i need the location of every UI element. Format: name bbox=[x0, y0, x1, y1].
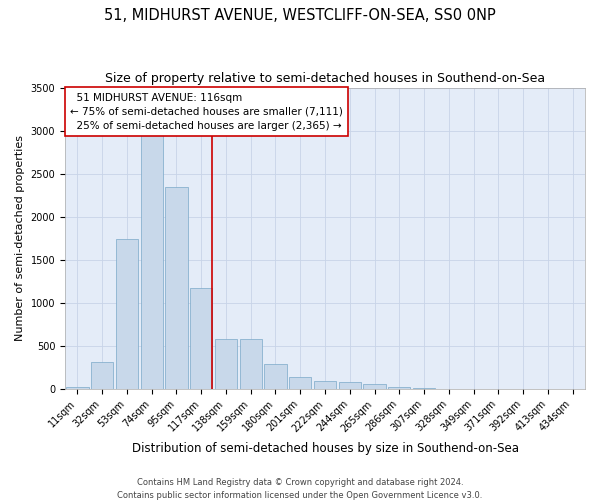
Title: Size of property relative to semi-detached houses in Southend-on-Sea: Size of property relative to semi-detach… bbox=[105, 72, 545, 86]
Text: Contains HM Land Registry data © Crown copyright and database right 2024.
Contai: Contains HM Land Registry data © Crown c… bbox=[118, 478, 482, 500]
Bar bbox=[91, 362, 113, 389]
Bar bbox=[140, 131, 163, 389]
Y-axis label: Number of semi-detached properties: Number of semi-detached properties bbox=[15, 136, 25, 342]
Bar bbox=[166, 187, 188, 389]
Bar bbox=[116, 240, 138, 389]
Bar bbox=[338, 382, 361, 389]
Text: 51, MIDHURST AVENUE, WESTCLIFF-ON-SEA, SS0 0NP: 51, MIDHURST AVENUE, WESTCLIFF-ON-SEA, S… bbox=[104, 8, 496, 22]
Bar bbox=[413, 388, 435, 389]
Bar bbox=[215, 339, 237, 389]
Bar bbox=[190, 288, 212, 389]
Bar bbox=[265, 364, 287, 389]
Bar bbox=[289, 377, 311, 389]
Text: 51 MIDHURST AVENUE: 116sqm
← 75% of semi-detached houses are smaller (7,111)
  2: 51 MIDHURST AVENUE: 116sqm ← 75% of semi… bbox=[70, 92, 343, 130]
Bar bbox=[314, 381, 336, 389]
Bar bbox=[239, 339, 262, 389]
Bar bbox=[66, 387, 89, 389]
Bar bbox=[364, 384, 386, 389]
X-axis label: Distribution of semi-detached houses by size in Southend-on-Sea: Distribution of semi-detached houses by … bbox=[131, 442, 518, 455]
Bar bbox=[388, 387, 410, 389]
